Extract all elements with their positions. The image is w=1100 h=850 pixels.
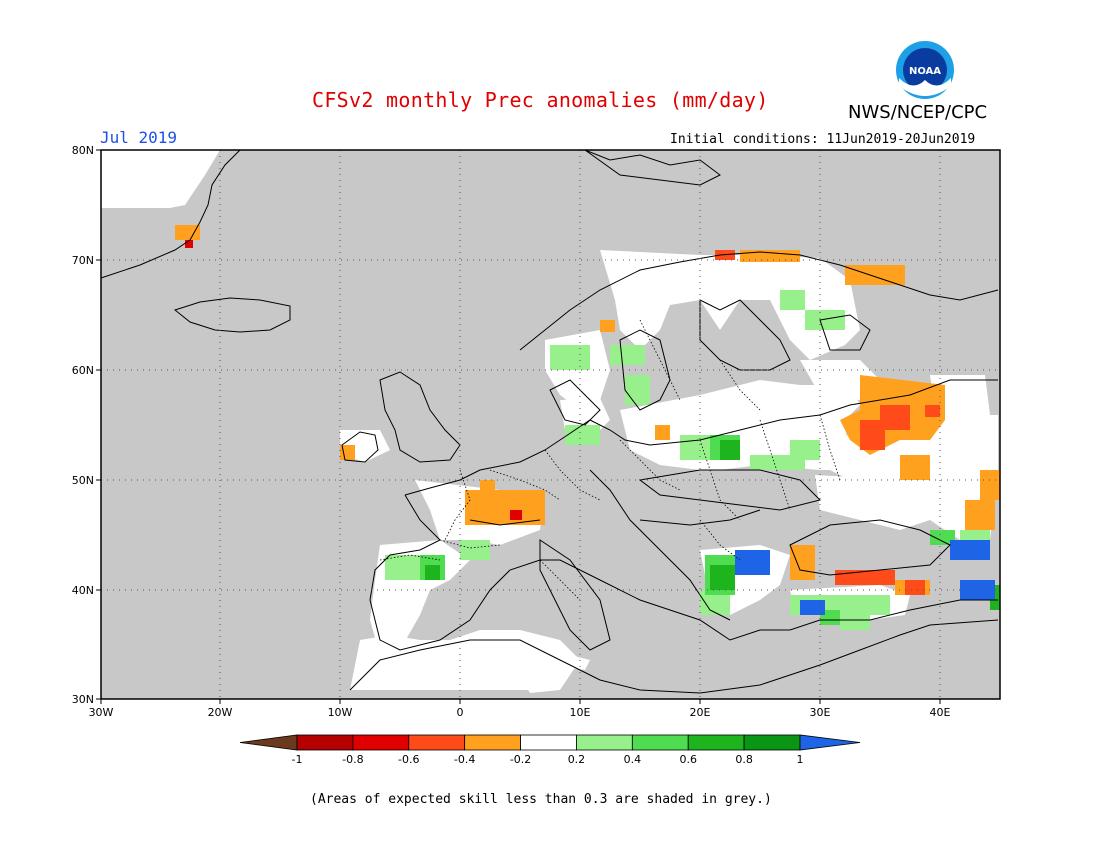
lon-label: 40E bbox=[930, 706, 951, 719]
colorbar: -1 -0.8 -0.6 -0.4 -0.2 0.2 0.4 0.6 0.8 1 bbox=[239, 734, 861, 766]
map-frame bbox=[100, 149, 1001, 700]
colorbar-tick-label: 0.4 bbox=[624, 753, 642, 766]
lat-label: 70N bbox=[72, 254, 94, 267]
negative-anomaly-0.4-areas bbox=[715, 250, 940, 595]
lon-label: 10E bbox=[570, 706, 591, 719]
positive-anomaly-1-areas bbox=[735, 540, 995, 615]
axis-ticks bbox=[96, 149, 941, 704]
colorbar-tick-label: -0.4 bbox=[454, 753, 475, 766]
colorbar-swatch bbox=[743, 734, 801, 751]
lon-label: 10W bbox=[328, 706, 353, 719]
lon-label: 0 bbox=[457, 706, 464, 719]
lat-label: 60N bbox=[72, 364, 94, 377]
colorbar-tick-label: 0.2 bbox=[568, 753, 586, 766]
negative-anomaly-0.2-areas bbox=[175, 225, 1000, 595]
initial-conditions: Initial conditions: 11Jun2019-20Jun2019 bbox=[670, 132, 976, 147]
colorbar-tick-label: -1 bbox=[292, 753, 303, 766]
colorbar-swatch bbox=[464, 734, 521, 751]
colorbar-tick-label: -0.2 bbox=[510, 753, 531, 766]
colorbar-tick-label: 1 bbox=[797, 753, 804, 766]
lat-label: 40N bbox=[72, 584, 94, 597]
lon-label: 20E bbox=[690, 706, 711, 719]
colorbar-swatch bbox=[631, 734, 689, 751]
colorbar-swatch bbox=[352, 734, 410, 751]
colorbar-swatch bbox=[576, 734, 633, 751]
colorbar-swatch bbox=[408, 734, 466, 751]
organization-label: NWS/NCEP/CPC bbox=[848, 102, 988, 123]
map-title: CFSv2 monthly Prec anomalies (mm/day) bbox=[312, 88, 769, 112]
lon-label: 30W bbox=[89, 706, 114, 719]
negative-anomaly-0.6-areas bbox=[185, 240, 522, 520]
lon-label: 30E bbox=[810, 706, 831, 719]
footnote: (Areas of expected skill less than 0.3 a… bbox=[310, 792, 772, 807]
colorbar-swatch bbox=[687, 734, 745, 751]
lon-label: 20W bbox=[208, 706, 233, 719]
colorbar-tick-label: 0.6 bbox=[679, 753, 697, 766]
lat-label: 80N bbox=[72, 144, 94, 157]
lat-label: 50N bbox=[72, 474, 94, 487]
noaa-logo: NOAA bbox=[896, 41, 954, 99]
colorbar-tick-label: -0.8 bbox=[342, 753, 363, 766]
country-borders bbox=[379, 319, 841, 601]
lat-label: 30N bbox=[72, 693, 94, 706]
colorbar-swatch bbox=[296, 734, 354, 751]
colorbar-arrow-high bbox=[799, 734, 861, 751]
coastlines bbox=[100, 149, 999, 694]
noaa-logo-text: NOAA bbox=[909, 66, 941, 77]
colorbar-arrow-low bbox=[239, 734, 298, 751]
colorbar-tick-label: -0.6 bbox=[398, 753, 419, 766]
colorbar-tick-label: 0.8 bbox=[735, 753, 753, 766]
colorbar-swatch bbox=[520, 734, 577, 751]
forecast-month: Jul 2019 bbox=[100, 128, 178, 147]
